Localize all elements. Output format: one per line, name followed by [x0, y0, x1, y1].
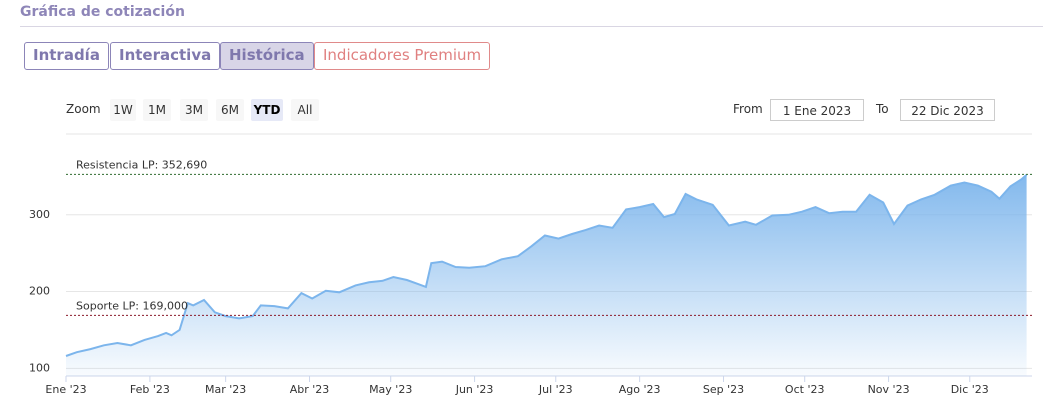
- zoom-button[interactable]: YTD: [251, 99, 283, 121]
- section-title: Gráfica de cotización: [20, 4, 185, 20]
- from-label: From: [733, 102, 763, 116]
- area: [66, 174, 1027, 376]
- date-input[interactable]: 1 Ene 2023: [770, 99, 864, 121]
- x-tick-label: Ene '23: [45, 383, 86, 396]
- x-tick-label: Mar '23: [205, 383, 246, 396]
- x-tick-label: May '23: [369, 383, 412, 396]
- x-tick-label: Nov '23: [868, 383, 910, 396]
- zoom-label: Zoom: [66, 102, 101, 116]
- tab[interactable]: Interactiva: [110, 42, 221, 70]
- x-tick-label: Jun '23: [455, 383, 494, 396]
- line: [65, 174, 1028, 357]
- x-tick-label: Oct '23: [785, 383, 825, 396]
- zoom-button[interactable]: 1M: [143, 99, 171, 121]
- x-tick-label: Abr '23: [290, 383, 330, 396]
- reference-label: Resistencia LP: 352,690: [76, 158, 207, 171]
- x-tick-label: Feb '23: [130, 383, 170, 396]
- zoom-button[interactable]: All: [291, 99, 319, 121]
- zoom-button[interactable]: 3M: [180, 99, 208, 121]
- x-tick-label: Ago '23: [619, 383, 661, 396]
- tab[interactable]: Indicadores Premium: [314, 42, 491, 70]
- zoom-button[interactable]: 1W: [110, 99, 136, 121]
- to-label: To: [876, 102, 889, 116]
- date-input[interactable]: 22 Dic 2023: [900, 99, 995, 121]
- divider: [20, 26, 1043, 27]
- tab[interactable]: Intradía: [24, 42, 109, 70]
- y-tick-label: 100: [29, 361, 50, 374]
- y-tick-label: 300: [29, 208, 50, 221]
- tab[interactable]: Histórica: [220, 42, 314, 70]
- x-tick-label: Sep '23: [703, 383, 744, 396]
- zoom-button[interactable]: 6M: [216, 99, 244, 121]
- x-tick-label: Jul '23: [538, 383, 573, 396]
- y-tick-label: 200: [29, 285, 50, 298]
- x-tick-label: Dic '23: [951, 383, 989, 396]
- reference-label: Soporte LP: 169,000: [76, 299, 188, 312]
